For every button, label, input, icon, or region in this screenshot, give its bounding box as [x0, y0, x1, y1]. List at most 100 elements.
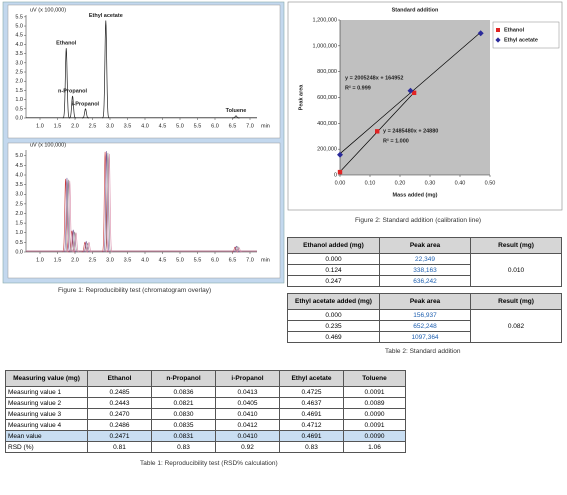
peak: [106, 153, 113, 253]
point: [337, 169, 343, 175]
result-cell: 0.082: [470, 309, 562, 343]
row: 0.235 652,248: [287, 320, 562, 332]
cell: 156,937: [379, 309, 471, 321]
header-cell: Peak area: [379, 237, 471, 254]
x-tick-label: 2.5: [89, 257, 97, 263]
x-tick-label: 5.5: [194, 257, 202, 263]
cell: 0.2470: [87, 408, 152, 420]
cell: 0.0831: [151, 430, 216, 442]
legend-label: Ethyl acetate: [504, 37, 538, 43]
cell: 0.0821: [151, 397, 216, 409]
cell: 636,242: [379, 275, 471, 287]
peak: [70, 229, 77, 253]
cell: 0.2485: [87, 386, 152, 398]
y-tick-label: 1.0: [15, 230, 23, 236]
x-tick-label: 4.0: [141, 257, 149, 263]
peak: [71, 231, 78, 253]
x-tick-label: 4.5: [159, 257, 167, 263]
y-tick-label: 1,000,000: [313, 43, 337, 49]
row: RSD (%) 0.81 0.83 0.92 0.83 1.06: [5, 441, 406, 453]
x-tick-label: 3.0: [106, 123, 114, 129]
y-tick-label: 2.5: [15, 201, 23, 207]
point: [337, 151, 343, 158]
axis-label: min: [261, 257, 270, 263]
point: [477, 30, 484, 37]
cell: 22,349: [379, 253, 471, 265]
row: 0.247 636,242: [287, 275, 562, 287]
x-tick-label: 7.0: [246, 257, 254, 263]
cell: 0.2486: [87, 419, 152, 431]
row: Measuring value 3 0.2470 0.0830 0.0410 0.469…: [5, 408, 406, 420]
header-cell: n-Propanol: [151, 370, 216, 387]
row: Mean value 0.2471 0.0831 0.0410 0.4691 0.0090: [5, 430, 406, 442]
cell: 0.0090: [343, 408, 406, 420]
y-tick-label: 1,200,000: [313, 17, 337, 23]
x-tick-label: 6.0: [211, 123, 219, 129]
x-tick-label: 3.5: [124, 257, 132, 263]
cell: 0.0830: [151, 408, 216, 420]
x-tick-label: 2.0: [71, 123, 79, 129]
point: [407, 87, 414, 94]
cell: 1.06: [343, 441, 406, 453]
axis-label: uV (x 100,000): [30, 7, 66, 13]
x-tick-label: 0.40: [455, 180, 466, 186]
y-tick-label: 0: [334, 172, 337, 178]
y-tick-label: 3.0: [15, 60, 23, 66]
y-tick-label: 4.5: [15, 33, 23, 39]
chart-title: Standard addition: [392, 7, 439, 13]
cell: 0.2443: [87, 397, 152, 409]
y-tick-label: 3.5: [15, 51, 23, 57]
header-cell: Ethyl acetate added (mg): [287, 293, 380, 310]
cell: 0.469: [287, 331, 380, 343]
peak: [104, 152, 112, 253]
cell: 0.000: [287, 309, 380, 321]
cell: 0.83: [151, 441, 216, 453]
cell: 0.0412: [215, 419, 280, 431]
peak: [69, 95, 77, 119]
x-tick-label: 3.0: [106, 257, 114, 263]
y-tick-label: 3.0: [15, 192, 23, 198]
y-tick-label: 1.5: [15, 221, 23, 227]
x-tick-label: 2.0: [71, 257, 79, 263]
cell: 0.0413: [215, 386, 280, 398]
x-tick-label: 5.5: [194, 123, 202, 129]
y-tick-label: 600,000: [317, 95, 337, 101]
axis-label: Peak area: [298, 84, 304, 111]
caption: Figure 1: Reproducibility test (chromato…: [58, 287, 212, 294]
axis-label: min: [261, 123, 270, 129]
x-tick-label: 1.0: [36, 123, 44, 129]
x-tick-label: 6.5: [229, 123, 237, 129]
row: 0.124 338,163: [287, 264, 562, 276]
cell: 0.0405: [215, 397, 280, 409]
fit-r2: R² = 0.999: [345, 84, 371, 91]
cell: 0.4637: [279, 397, 344, 409]
peak: [233, 245, 240, 253]
row: 0.000 22,349 0.010: [287, 253, 562, 287]
legend-label: Ethanol: [504, 27, 525, 33]
y-tick-label: 200,000: [317, 147, 337, 153]
cell: 652,248: [379, 320, 471, 332]
peak-label: Toluene: [226, 108, 247, 114]
peak: [81, 108, 90, 119]
peak: [85, 241, 93, 253]
cell: 0.0410: [215, 408, 280, 420]
fit-equation: y = 2005248x + 164952: [345, 75, 403, 81]
y-tick-label: 2.0: [15, 79, 23, 85]
cell: 0.4712: [279, 419, 344, 431]
cell: 0.000: [287, 253, 380, 265]
peak: [102, 20, 110, 119]
header-cell: Measuring value (mg): [5, 370, 88, 387]
cell: 0.124: [287, 264, 380, 276]
peak-label: i-Propanol: [72, 101, 100, 107]
cell: 0.247: [287, 275, 380, 287]
chromatogram-frame: [7, 4, 281, 139]
caption: Table 2: Standard addition: [385, 348, 461, 355]
header-row: Ethanol added (mg) Peak area Result (mg): [287, 237, 562, 254]
y-tick-label: 4.5: [15, 163, 23, 169]
chromatogram-frame: [7, 142, 281, 279]
cell: 0.4691: [279, 430, 344, 442]
peak: [236, 247, 243, 253]
x-tick-label: 0.10: [365, 180, 376, 186]
data-table: Ethyl acetate added (mg) Peak area Result …: [287, 293, 562, 343]
header-cell: Result (mg): [470, 237, 562, 254]
